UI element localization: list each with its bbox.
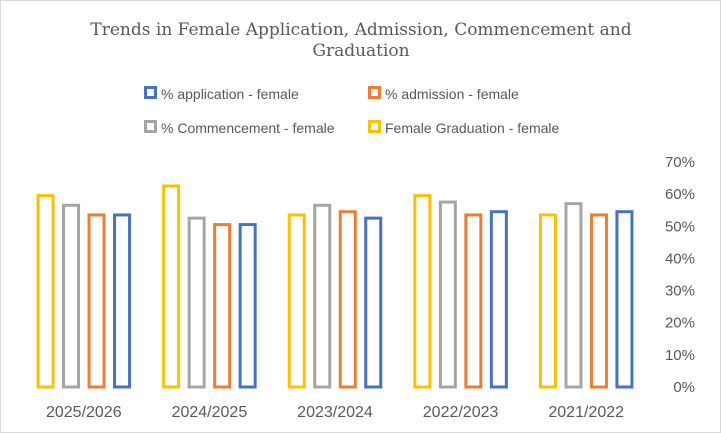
chart-legend: % application - female % admission - fema… — [144, 86, 560, 136]
legend-swatch-female-graduation-female — [368, 120, 381, 133]
legend-swatch-application-female — [144, 86, 157, 99]
y-tick-label: 40% — [665, 250, 695, 267]
bar-application-female-2024-2025 — [238, 223, 257, 389]
bar-female-graduation-female-2023-2024 — [287, 213, 306, 389]
x-category-label: 2022/2023 — [423, 404, 499, 421]
bar-commencement-female-2025-2026 — [62, 203, 81, 389]
bar-application-female-2023-2024 — [364, 216, 383, 389]
legend-label-admission-female: % admission - female — [385, 86, 519, 102]
bar-application-female-2021-2022 — [615, 210, 634, 389]
bar-female-graduation-female-2021-2022 — [538, 213, 557, 389]
y-tick-label: 70% — [665, 154, 695, 171]
bar-commencement-female-2021-2022 — [564, 202, 583, 389]
bar-commencement-female-2024-2025 — [187, 216, 206, 389]
chart-title-line-1: Trends in Female Application, Admission,… — [90, 20, 631, 40]
bar-admission-female-2021-2022 — [589, 213, 608, 389]
bar-application-female-2022-2023 — [489, 210, 508, 389]
bar-female-graduation-female-2022-2023 — [413, 194, 432, 389]
x-axis: 2025/2026 2024/2025 2023/2024 2022/2023 2021… — [46, 404, 624, 421]
bar-admission-female-2025-2026 — [87, 213, 106, 389]
chart-title: Trends in Female Application, Admission,… — [90, 20, 631, 61]
bar-admission-female-2022-2023 — [464, 213, 483, 389]
legend-label-commencement-female: % Commencement - female — [161, 120, 335, 136]
legend-label-application-female: % application - female — [161, 86, 299, 102]
y-axis: 0% 10% 20% 30% 40% 50% 60% 70% — [665, 154, 695, 396]
legend-label-female-graduation-female: Female Graduation - female — [385, 120, 560, 136]
y-tick-label: 20% — [665, 315, 695, 332]
y-tick-label: 50% — [665, 218, 695, 235]
y-tick-label: 30% — [665, 283, 695, 300]
x-category-label: 2023/2024 — [297, 404, 373, 421]
y-tick-label: 60% — [665, 186, 695, 203]
y-tick-label: 10% — [665, 347, 695, 364]
legend-swatch-commencement-female — [144, 120, 157, 133]
bar-admission-female-2023-2024 — [338, 210, 357, 389]
y-tick-label: 0% — [673, 379, 695, 396]
bar-admission-female-2024-2025 — [213, 223, 232, 389]
bar-female-graduation-female-2025-2026 — [36, 194, 55, 389]
bar-female-graduation-female-2024-2025 — [162, 184, 181, 389]
bar-commencement-female-2022-2023 — [438, 200, 457, 389]
x-category-label: 2021/2022 — [548, 404, 624, 421]
chart-title-line-2: Graduation — [312, 41, 409, 61]
bar-commencement-female-2023-2024 — [313, 203, 332, 389]
x-category-label: 2024/2025 — [172, 404, 248, 421]
legend-swatch-admission-female — [368, 86, 381, 99]
bars — [36, 184, 634, 389]
x-category-label: 2025/2026 — [46, 404, 122, 421]
bar-application-female-2025-2026 — [113, 213, 132, 389]
